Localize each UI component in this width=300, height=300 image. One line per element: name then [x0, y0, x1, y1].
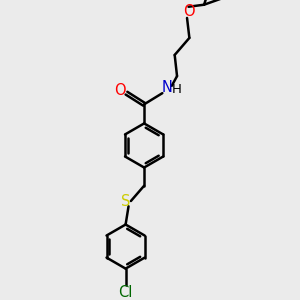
Text: N: N — [161, 80, 172, 95]
Text: O: O — [183, 4, 194, 19]
Text: O: O — [114, 83, 126, 98]
Text: S: S — [121, 194, 130, 209]
Text: Cl: Cl — [118, 285, 133, 300]
Text: H: H — [172, 83, 182, 96]
